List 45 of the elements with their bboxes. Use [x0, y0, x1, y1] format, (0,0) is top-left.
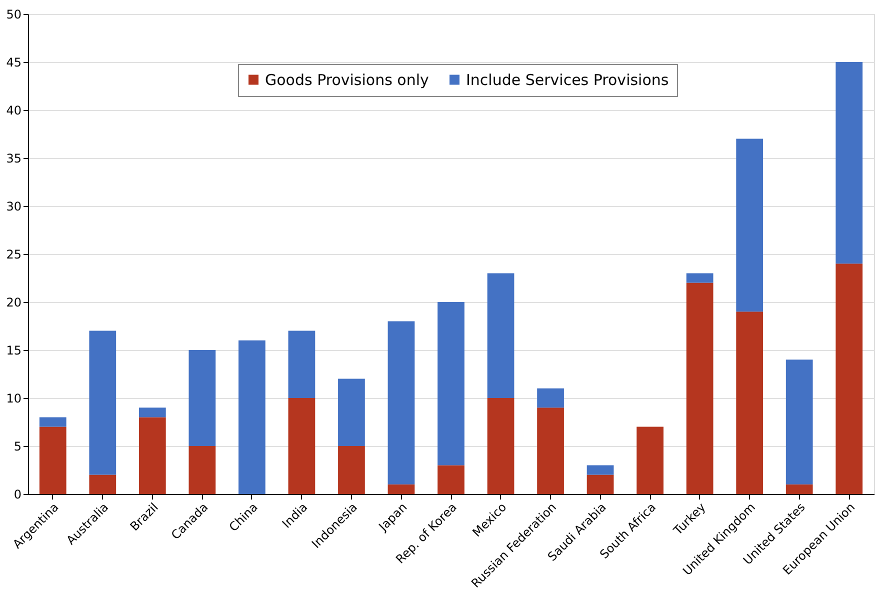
bar	[138, 408, 166, 418]
bar	[89, 474, 116, 494]
bar	[238, 340, 266, 494]
bar	[39, 426, 66, 494]
bar	[487, 273, 514, 398]
bar	[338, 378, 365, 446]
y-tick-label: 5	[14, 440, 22, 454]
y-tick-label: 45	[6, 56, 22, 70]
bar	[537, 388, 564, 408]
bar	[786, 360, 813, 484]
legend-label: Include Services Provisions	[466, 70, 669, 89]
bar	[736, 312, 764, 494]
y-tick-label: 40	[6, 104, 22, 118]
bar	[836, 264, 863, 494]
bar	[586, 465, 614, 475]
bar	[636, 426, 664, 494]
bar	[586, 474, 614, 494]
y-tick-label: 10	[6, 392, 22, 406]
bar	[89, 330, 116, 475]
bar	[736, 138, 764, 312]
bar	[836, 62, 863, 264]
bar	[188, 350, 216, 446]
bar	[537, 408, 564, 494]
bar	[686, 282, 714, 494]
bar	[288, 398, 316, 494]
bar	[786, 484, 813, 494]
y-tick-label: 15	[6, 344, 22, 358]
bar	[686, 273, 714, 283]
y-tick-label: 35	[6, 152, 22, 166]
bar	[388, 321, 415, 484]
bar	[438, 302, 464, 466]
bar	[438, 465, 464, 494]
bar	[288, 330, 316, 398]
y-tick-label: 25	[6, 248, 22, 262]
bar	[487, 398, 514, 494]
legend-label: Goods Provisions only	[265, 70, 430, 89]
y-tick-label: 20	[6, 296, 22, 310]
bar	[39, 417, 66, 427]
bar	[388, 484, 415, 494]
y-tick-label: 50	[6, 8, 22, 22]
y-tick-label: 0	[14, 488, 22, 502]
bar	[138, 417, 166, 494]
bar	[188, 446, 216, 494]
y-tick-label: 30	[6, 200, 22, 214]
bar	[338, 446, 365, 494]
